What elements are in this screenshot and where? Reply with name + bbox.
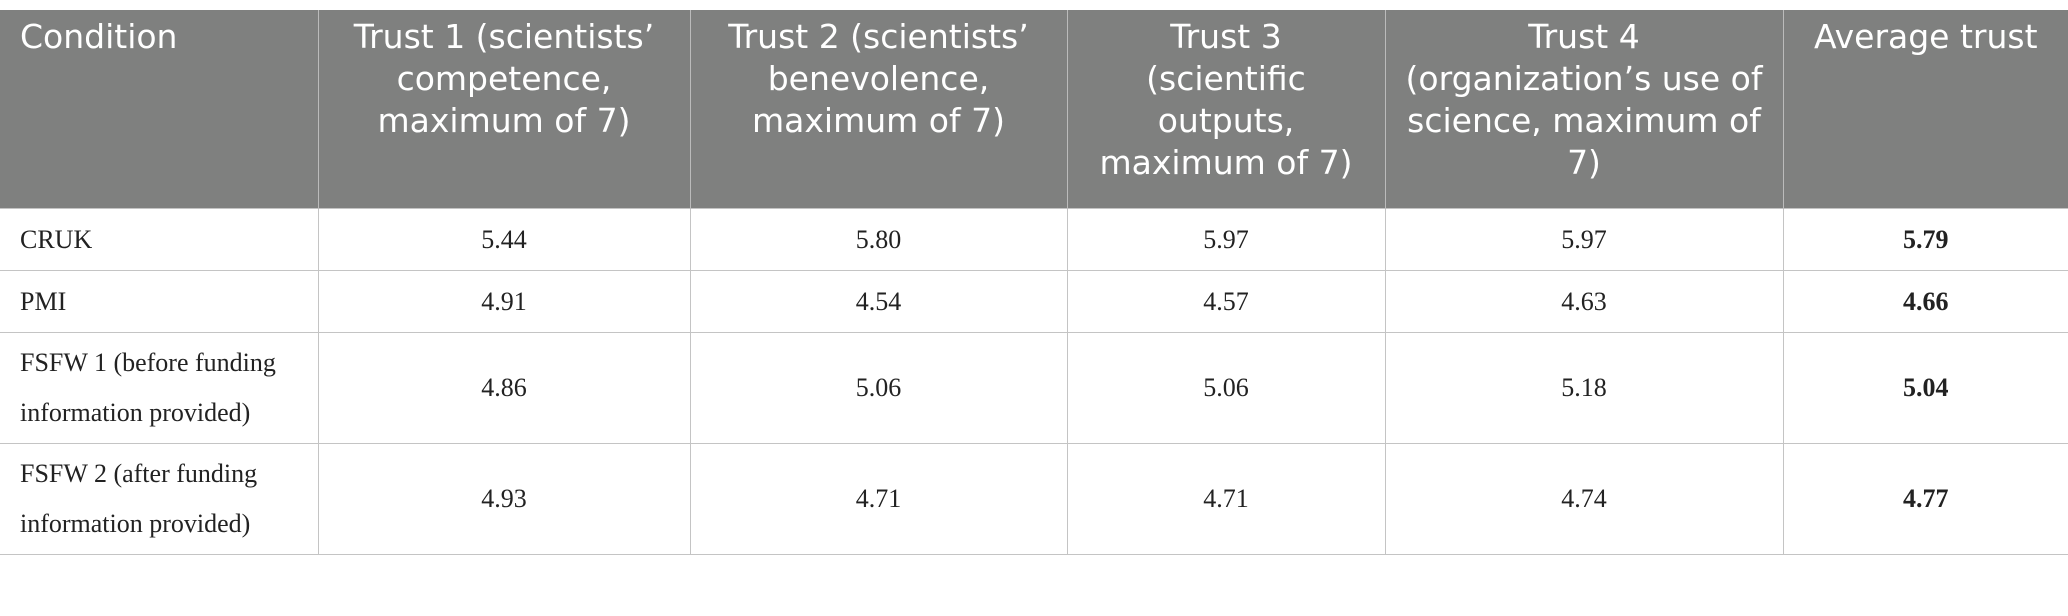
row-label: FSFW 2 (after funding information provid…	[0, 443, 319, 555]
table-row: FSFW 2 (after funding information provid…	[0, 443, 2068, 555]
table-cell: 4.66	[1782, 270, 2068, 333]
header-cell: Trust 1 (scientists’ competence, maximum…	[317, 10, 690, 209]
table-cell: 5.18	[1384, 332, 1784, 444]
row-label: FSFW 1 (before funding information provi…	[0, 332, 319, 444]
header-cell: Trust 2 (scientists’ benevolence, maximu…	[689, 10, 1067, 209]
table-row: PMI 4.91 4.54 4.57 4.63 4.66	[0, 270, 2068, 333]
table-cell: 5.97	[1384, 208, 1784, 271]
row-label: CRUK	[0, 208, 319, 271]
table-cell: 4.54	[689, 270, 1068, 333]
header-cell: Average trust	[1782, 10, 2068, 209]
table-cell: 4.74	[1384, 443, 1784, 555]
header-cell: Condition	[0, 10, 318, 209]
table-cell: 5.97	[1066, 208, 1386, 271]
table-cell: 5.06	[1066, 332, 1386, 444]
table-row: CRUK 5.44 5.80 5.97 5.97 5.79	[0, 208, 2068, 271]
row-label: PMI	[0, 270, 319, 333]
table-cell: 4.63	[1384, 270, 1784, 333]
table-cell: 4.93	[317, 443, 691, 555]
header-cell: Trust 4 (organization’s use of science, …	[1384, 10, 1783, 209]
header-row: Condition Trust 1 (scientists’ competence…	[0, 10, 2068, 209]
table-cell: 4.57	[1066, 270, 1386, 333]
table-cell: 5.80	[689, 208, 1068, 271]
table-cell: 5.79	[1782, 208, 2068, 271]
table-cell: 5.06	[689, 332, 1068, 444]
table-cell: 4.77	[1782, 443, 2068, 555]
table-row: FSFW 1 (before funding information provi…	[0, 332, 2068, 444]
table-cell: 5.04	[1782, 332, 2068, 444]
table-cell: 5.44	[317, 208, 691, 271]
table-cell: 4.71	[1066, 443, 1386, 555]
table-cell: 4.86	[317, 332, 691, 444]
data-table: Condition Trust 1 (scientists’ competence…	[0, 10, 2068, 555]
header-cell: Trust 3 (scientific outputs, maximum of …	[1066, 10, 1385, 209]
table-cell: 4.91	[317, 270, 691, 333]
table-cell: 4.71	[689, 443, 1068, 555]
